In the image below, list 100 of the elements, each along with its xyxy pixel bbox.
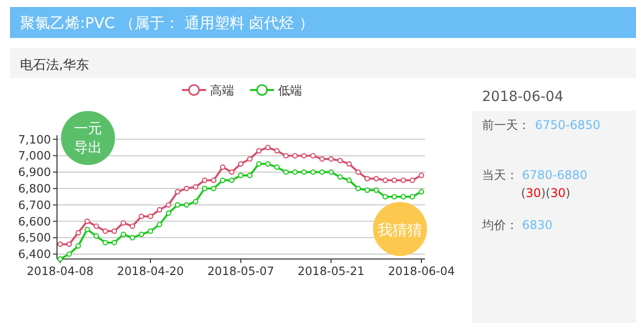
text: 6780-6880 <box>522 168 588 182</box>
point <box>346 161 352 167</box>
point <box>202 178 208 184</box>
button-export: 一元导出 <box>61 111 115 165</box>
point <box>66 251 72 257</box>
point <box>392 178 398 184</box>
point <box>174 189 180 195</box>
point <box>202 186 208 192</box>
point <box>392 194 398 200</box>
y-tick-label: 6,700 <box>18 198 51 212</box>
point <box>256 148 262 154</box>
point <box>400 178 406 184</box>
y-tick-label: 6,500 <box>18 230 51 245</box>
point <box>410 194 416 200</box>
point <box>256 161 262 167</box>
point <box>184 202 190 208</box>
point <box>373 187 379 193</box>
point <box>337 174 343 180</box>
point <box>265 144 271 150</box>
point <box>418 189 424 195</box>
annotation: 一元导出 <box>74 121 102 156</box>
point <box>192 184 198 190</box>
point <box>319 156 325 162</box>
point <box>138 232 144 238</box>
point <box>310 152 316 158</box>
point <box>102 228 108 234</box>
point <box>355 169 361 175</box>
y-tick-label: 7,100 <box>18 132 51 146</box>
y-tick-label: 7,000 <box>18 148 51 163</box>
point <box>247 172 253 178</box>
point <box>337 158 343 164</box>
point <box>102 240 108 246</box>
point <box>210 178 216 184</box>
chart-subtitle: 电石法,华东 <box>20 58 90 73</box>
point <box>238 161 244 167</box>
point <box>210 186 216 192</box>
point <box>148 214 154 220</box>
point <box>355 186 361 192</box>
point <box>166 210 172 216</box>
point <box>364 176 370 182</box>
point <box>292 152 298 158</box>
x-tick-label: 2018-06-04 <box>388 264 455 278</box>
point <box>418 172 424 178</box>
y-tick-label: 6,600 <box>18 214 51 228</box>
legend-label: 高端 <box>210 84 234 98</box>
point <box>228 178 234 184</box>
x-tick-label: 2018-04-08 <box>26 264 94 278</box>
point <box>220 178 226 184</box>
point <box>57 241 63 247</box>
point <box>174 202 180 208</box>
point <box>148 228 154 234</box>
point <box>57 256 63 262</box>
text: 均价： <box>481 218 518 232</box>
point <box>94 223 100 229</box>
point <box>274 148 280 154</box>
point <box>220 164 226 170</box>
point <box>84 226 90 232</box>
chart-title: 聚氯乙烯:PVC （属于： 通用塑料 卤代烃 ） <box>20 14 314 32</box>
point <box>328 156 334 162</box>
point <box>373 176 379 182</box>
point <box>120 220 126 226</box>
point <box>364 187 370 193</box>
point <box>192 198 198 204</box>
point <box>75 230 81 236</box>
point <box>319 169 325 175</box>
point <box>310 169 316 175</box>
point <box>120 232 126 238</box>
text: 2018-06-04 <box>482 89 564 105</box>
annotation: 我猜猜 <box>378 221 422 239</box>
point <box>112 228 118 234</box>
point <box>301 152 307 158</box>
point <box>382 194 388 200</box>
point <box>283 169 289 175</box>
point <box>94 233 100 239</box>
y-tick-label: 6,900 <box>18 165 51 180</box>
y-tick-label: 6,400 <box>18 247 51 262</box>
text: 当天： <box>482 168 518 182</box>
point <box>84 218 90 224</box>
point <box>283 152 289 158</box>
text: 6750-6850 <box>535 118 600 132</box>
point <box>130 223 136 229</box>
x-tick-label: 2018-05-07 <box>207 264 274 278</box>
legend-label: 低端 <box>278 84 302 98</box>
x-tick-label: 2018-04-20 <box>117 264 184 278</box>
point <box>328 169 334 175</box>
text: (30)(30) <box>521 186 570 200</box>
point <box>265 161 271 167</box>
point <box>301 169 307 175</box>
x-tick-label: 2018-05-21 <box>298 264 365 278</box>
point <box>410 178 416 184</box>
point <box>400 194 406 200</box>
point <box>156 207 162 213</box>
point <box>66 241 72 247</box>
point <box>166 202 172 208</box>
point <box>346 178 352 184</box>
point <box>184 186 190 192</box>
text: 6830 <box>522 218 553 232</box>
point <box>238 172 244 178</box>
button-guess: 我猜猜 <box>373 202 427 256</box>
point <box>156 222 162 228</box>
